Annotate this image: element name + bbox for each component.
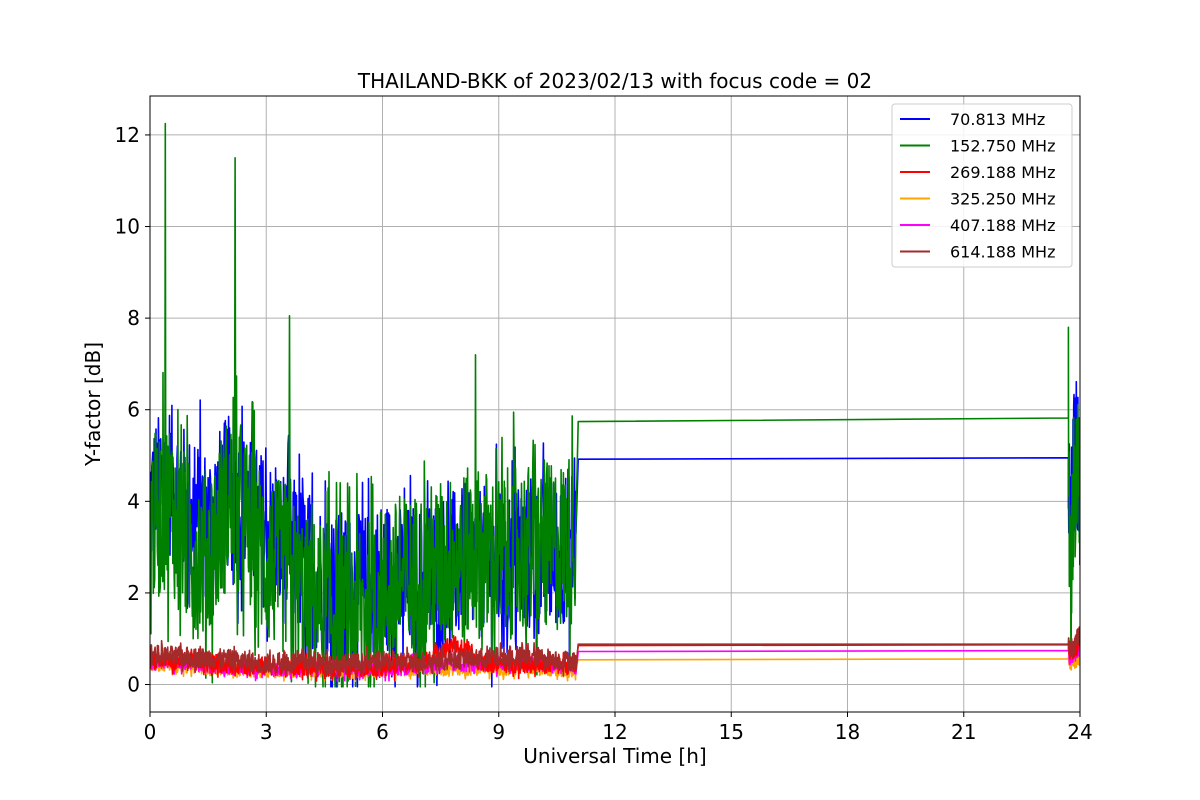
y-tick-label: 2 [127, 581, 140, 605]
chart-title: THAILAND-BKK of 2023/02/13 with focus co… [357, 69, 872, 93]
plot-area [150, 122, 1080, 688]
y-axis-label: Y-factor [dB] [81, 342, 105, 467]
legend-entry: 70.813 MHz [950, 110, 1045, 129]
legend-entry: 325.250 MHz [950, 190, 1055, 209]
series-line [150, 626, 1080, 680]
x-tick-label: 18 [835, 720, 860, 744]
x-tick-label: 6 [376, 720, 389, 744]
y-tick-label: 6 [127, 398, 140, 422]
y-tick-label: 4 [127, 489, 140, 513]
legend-entry: 407.188 MHz [950, 216, 1055, 235]
legend-entry: 614.188 MHz [950, 243, 1055, 262]
y-tick-label: 10 [115, 215, 140, 239]
series-line [150, 122, 1080, 688]
y-tick-label: 0 [127, 673, 140, 697]
legend-box [891, 103, 1073, 268]
x-tick-label: 3 [260, 720, 273, 744]
legend: 70.813 MHz 152.750 MHz 269.188 MHz 325.250 … [891, 103, 1073, 268]
x-tick-label: 9 [492, 720, 505, 744]
x-axis-ticks: 0 3 6 9 12 15 18 21 24 [144, 712, 1093, 744]
x-tick-label: 0 [144, 720, 157, 744]
y-axis-ticks: 0 2 4 6 8 10 12 [115, 123, 150, 697]
x-tick-label: 21 [951, 720, 976, 744]
series-line [150, 634, 1080, 682]
legend-entry: 269.188 MHz [950, 163, 1055, 182]
y-tick-label: 8 [127, 306, 140, 330]
x-tick-label: 12 [602, 720, 627, 744]
legend-entry: 152.750 MHz [950, 137, 1055, 156]
x-tick-label: 24 [1067, 720, 1092, 744]
x-axis-label: Universal Time [h] [523, 744, 706, 768]
y-tick-label: 12 [115, 123, 140, 147]
x-tick-label: 15 [719, 720, 744, 744]
